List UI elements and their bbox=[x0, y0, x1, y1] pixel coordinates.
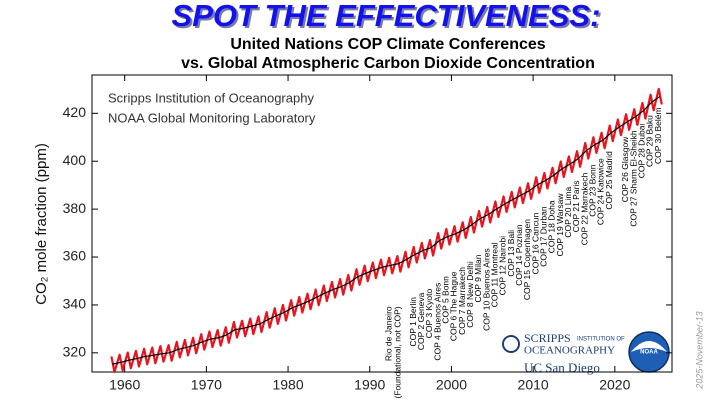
plot-frame bbox=[91, 74, 673, 373]
cop-label: COP 16 Cancun bbox=[530, 212, 540, 274]
cop-label: COP 28 Dubai bbox=[637, 123, 647, 178]
cop-label: COP 23 Bonn bbox=[588, 164, 598, 217]
cop-label: COP 21 Paris bbox=[571, 180, 581, 232]
x-tick-label: 1960 bbox=[109, 377, 140, 393]
cop-label: COP 14 Poznan bbox=[514, 224, 524, 286]
cop-label: COP 19 Warsaw bbox=[555, 193, 565, 257]
cop-label: COP 20 Lima bbox=[563, 187, 573, 238]
title-shadow: SPOT THE EFFECTIVENESS: bbox=[174, 0, 603, 35]
cop-label: COP 10 Buenos Aires bbox=[481, 248, 491, 331]
logo-text: NOAA bbox=[640, 350, 658, 356]
x-tick-label: 1990 bbox=[354, 377, 385, 393]
cop-label: COP 11 Montreal bbox=[490, 242, 500, 307]
y-tick-label: 420 bbox=[63, 104, 87, 120]
subtitle: United Nations COP Climate Conferences bbox=[230, 36, 545, 53]
cop-label: COP 2 Geneva bbox=[416, 292, 426, 350]
noaa-logo: NOAA bbox=[628, 331, 670, 373]
scripps-logo: SCRIPPS INSTITUTION OF OCEANOGRAPHY UC S… bbox=[502, 331, 625, 375]
cop-label: COP 22 Marrakech bbox=[579, 172, 589, 245]
x-tick-label: 1970 bbox=[191, 377, 222, 393]
credit: Scripps Institution of Oceanography bbox=[108, 90, 314, 105]
cop-label: COP 12 Nairobi bbox=[498, 236, 508, 295]
cop-label: COP 5 Bonn bbox=[441, 276, 451, 324]
x-tick-label: 2000 bbox=[436, 377, 467, 393]
cop-label: COP 15 Copenhagen bbox=[522, 219, 532, 300]
logo-text: OCEANOGRAPHY bbox=[524, 345, 615, 357]
chart-title: SPOT THE EFFECTIVENESS: bbox=[172, 0, 601, 33]
cop-label: COP 13 Bali bbox=[506, 230, 516, 277]
y-tick-label: 400 bbox=[63, 152, 87, 168]
y-tick-label: 380 bbox=[63, 200, 87, 216]
x-tick-label: 2020 bbox=[599, 377, 630, 393]
cop-label: COP 30 Belém bbox=[653, 107, 663, 164]
logo-text: INSTITUTION OF bbox=[577, 337, 625, 343]
credit: NOAA Global Monitoring Laboratory bbox=[108, 110, 316, 125]
cop-label: COP 25 Madrid bbox=[604, 151, 614, 210]
cop-label: COP 7 Marrakech bbox=[457, 267, 467, 335]
cop-label: COP 4 Buenos Aires bbox=[432, 283, 442, 361]
y-tick-label: 340 bbox=[63, 296, 87, 312]
cop-label: COP 9 Milan bbox=[473, 254, 483, 302]
cop-label: COP 26 Glasgow bbox=[620, 136, 630, 202]
y-axis-label: CO₂ mole fraction (ppm) bbox=[33, 143, 50, 305]
logo-text: UC San Diego bbox=[524, 360, 600, 375]
logo-icon bbox=[502, 335, 520, 353]
cop-label: COP 24 Katowice bbox=[596, 158, 606, 225]
cop-label: COP 1 Berlin bbox=[408, 297, 418, 347]
data-line bbox=[112, 96, 661, 365]
y-tick-label: 320 bbox=[63, 344, 87, 360]
cop-label: COP 18 Doha bbox=[547, 200, 557, 253]
x-tick-label: 1980 bbox=[272, 377, 303, 393]
cop-note: (Foundational, not COP) bbox=[392, 306, 402, 398]
cop-label: COP 29 Baku bbox=[645, 115, 655, 167]
date-stamp: 2025-November-13 bbox=[694, 311, 704, 389]
cop-label: COP 27 Sharm El-Sheikh bbox=[628, 130, 638, 226]
cop-label: COP 8 New Delhi bbox=[465, 261, 475, 328]
cop-label: COP 17 Durban bbox=[539, 206, 549, 267]
logo-text: SCRIPPS bbox=[524, 331, 571, 345]
cop-label: COP 6 The Hague bbox=[449, 271, 459, 341]
cop-label: Rio de Janeiro bbox=[383, 306, 393, 361]
logo-icon bbox=[631, 341, 667, 352]
cop-label: COP 3 Kyoto bbox=[424, 289, 434, 339]
subtitle: vs. Global Atmospheric Carbon Dioxide Co… bbox=[181, 55, 595, 72]
y-tick-label: 360 bbox=[63, 248, 87, 264]
x-tick-label: 2010 bbox=[518, 377, 549, 393]
